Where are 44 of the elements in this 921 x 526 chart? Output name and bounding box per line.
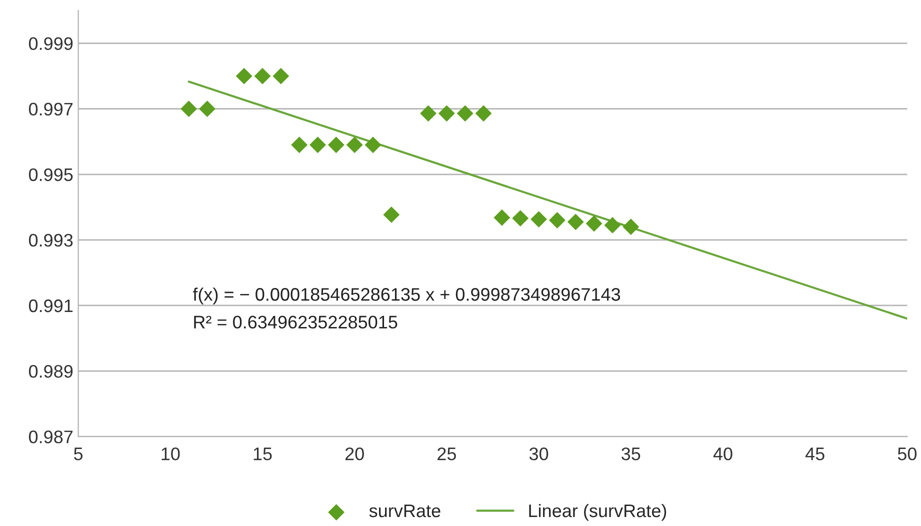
point	[604, 216, 621, 234]
point	[512, 210, 529, 227]
point	[310, 136, 326, 154]
point	[548, 212, 566, 228]
point	[180, 100, 198, 118]
point	[199, 100, 216, 118]
x-tick-label: 10	[162, 447, 180, 460]
point	[291, 136, 308, 154]
y-tick-label: 0.989	[28, 364, 73, 378]
point	[383, 206, 400, 223]
y-tick-label: 0.999	[28, 37, 73, 50]
x-tick-label: 50	[898, 447, 917, 460]
x-tick-label: 15	[254, 448, 272, 460]
annotation: f(x) = − 0.000185465286135 x + 0.999873498967143	[192, 288, 620, 304]
x-tick-label: 35	[622, 447, 640, 460]
point	[494, 209, 510, 226]
y-tick-label: 0.995	[28, 168, 73, 182]
point	[438, 105, 455, 122]
point	[586, 215, 602, 232]
legend-label: Linear (survRate)	[529, 504, 666, 521]
legend-label: survRate	[369, 504, 440, 518]
x-tick-label: 25	[438, 447, 456, 460]
annotation: R² = 0.634962352285015	[194, 316, 398, 329]
x-tick-label: 30	[529, 447, 548, 460]
point	[420, 105, 436, 122]
point	[475, 105, 492, 122]
point	[272, 68, 290, 84]
point	[328, 136, 344, 154]
point	[254, 68, 271, 84]
y-tick-label: 0.987	[28, 430, 73, 444]
y-tick-label: 0.993	[28, 234, 73, 247]
point	[346, 136, 363, 154]
point	[567, 214, 584, 230]
point	[622, 218, 640, 236]
x-tick-label: 45	[805, 448, 824, 460]
y-tick-label: 0.991	[28, 299, 73, 312]
x-tick-label: 40	[713, 447, 732, 460]
x-tick-label: 20	[345, 447, 364, 460]
point	[364, 136, 382, 154]
y-tick-label: 0.997	[28, 102, 73, 116]
x-tick-label: 5	[74, 448, 83, 460]
point	[530, 211, 547, 228]
point	[236, 68, 252, 84]
point	[456, 105, 474, 122]
